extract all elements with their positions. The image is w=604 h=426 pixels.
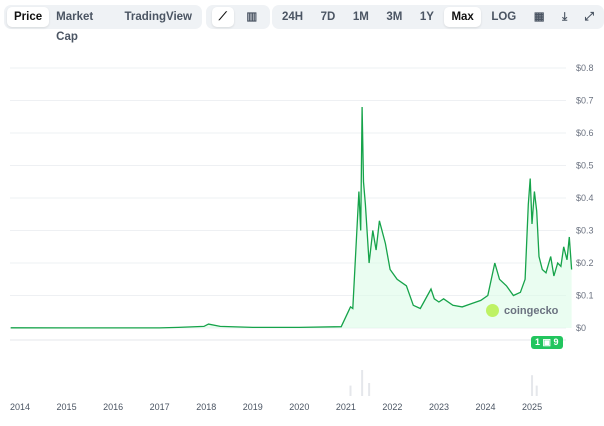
range-24h[interactable]: 24H [282, 11, 304, 23]
download-icon[interactable]: ⤓ [562, 11, 568, 23]
range-3m[interactable]: 3M [386, 11, 403, 23]
volume-bar [531, 375, 534, 396]
calendar-icon[interactable]: ▦ [533, 11, 545, 23]
y-tick-label: $0.5 [576, 161, 594, 171]
y-tick-label: $0 [576, 323, 586, 333]
range-max[interactable]: Max [444, 7, 481, 27]
x-tick-label: 2015 [57, 402, 77, 412]
range-1y[interactable]: 1Y [419, 11, 434, 23]
x-tick-label: 2019 [243, 402, 263, 412]
coingecko-logo-icon [486, 304, 499, 317]
candlestick-chart-icon[interactable]: ▥ [246, 11, 258, 23]
y-tick-label: $0.7 [576, 96, 594, 106]
x-tick-label: 2025 [522, 402, 542, 412]
expand-icon[interactable]: ⤢ [584, 11, 594, 23]
y-tick-label: $0.6 [576, 128, 594, 138]
range-group: 24H 7D 1M 3M 1Y Max LOG ▦ ⤓ ⤢ [272, 5, 604, 29]
tab-tradingview[interactable]: TradingView [124, 11, 192, 23]
tab-price[interactable]: Price [7, 7, 50, 27]
range-7d[interactable]: 7D [320, 11, 336, 23]
volume-bar [349, 385, 352, 396]
x-tick-label: 2017 [150, 402, 170, 412]
y-tick-label: $0.4 [576, 193, 594, 203]
y-tick-label: $0.2 [576, 258, 594, 268]
current-price-badge: 1 ▣ 9 [531, 336, 563, 349]
volume-bar [368, 383, 371, 396]
x-tick-label: 2024 [476, 402, 496, 412]
line-chart-icon[interactable]: ⟋ [211, 7, 234, 27]
x-tick-label: 2018 [196, 402, 216, 412]
price-area [10, 107, 572, 328]
chart-type-group: ⟋ ▥ [206, 5, 270, 29]
price-line [10, 106, 573, 329]
y-tick-label: $0.8 [576, 63, 594, 73]
chart-tabs: Price Market Cap TradingView [4, 5, 202, 43]
volume-bar [535, 385, 538, 396]
range-log[interactable]: LOG [491, 11, 517, 23]
volume-bar [361, 370, 364, 396]
tab-market-cap[interactable]: Market Cap [56, 11, 94, 43]
x-tick-label: 2020 [289, 402, 309, 412]
y-tick-label: $0.3 [576, 226, 594, 236]
x-tick-label: 2016 [103, 402, 123, 412]
x-tick-label: 2023 [429, 402, 449, 412]
x-tick-label: 2021 [336, 402, 356, 412]
coingecko-watermark: coingecko [486, 304, 558, 317]
x-tick-label: 2022 [382, 402, 402, 412]
watermark-text: coingecko [504, 304, 559, 317]
y-tick-label: $0.1 [576, 291, 594, 301]
range-1m[interactable]: 1M [352, 11, 369, 23]
x-tick-label: 2014 [10, 402, 30, 412]
